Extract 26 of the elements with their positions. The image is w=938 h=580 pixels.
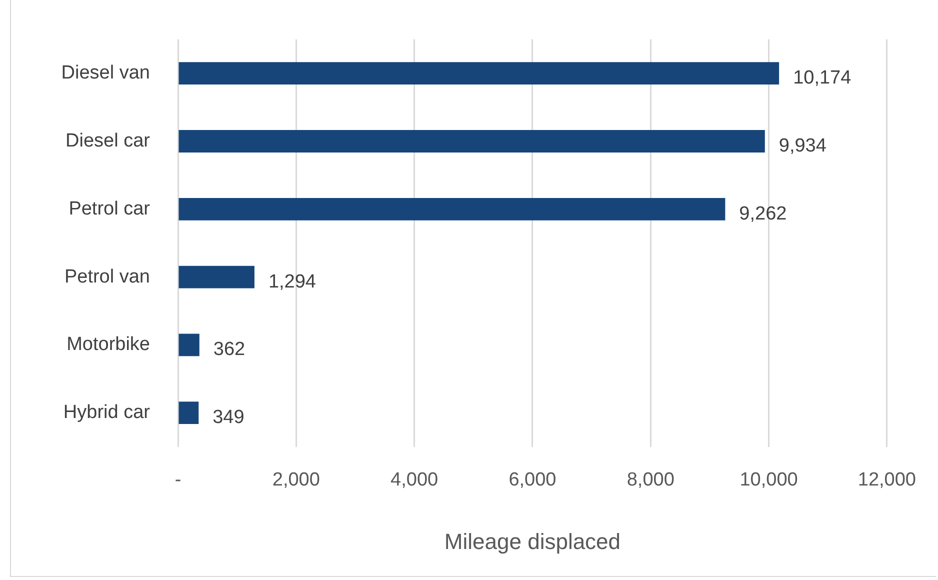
y-tick-label: Diesel van [61, 62, 150, 84]
data-label: 9,262 [739, 203, 787, 224]
bar [178, 130, 765, 152]
bar [178, 402, 199, 424]
data-label: 349 [212, 407, 244, 428]
x-tick-label: 4,000 [390, 469, 438, 490]
x-tick-label: 10,000 [740, 469, 798, 490]
x-tick-label: - [174, 469, 182, 490]
y-tick-label: Diesel car [66, 130, 151, 152]
y-tick-label: Motorbike [66, 334, 150, 356]
data-label: 10,174 [793, 68, 852, 89]
x-tick-label: 2,000 [272, 469, 320, 490]
bar [178, 334, 200, 356]
data-label: 1,294 [268, 271, 316, 292]
y-tick-label: Hybrid car [63, 402, 151, 424]
bar [178, 198, 726, 220]
y-tick-label: Petrol van [64, 266, 150, 288]
x-axis-title: Mileage displaced [444, 528, 621, 554]
bar [178, 266, 254, 288]
data-label: 362 [213, 339, 246, 360]
data-label: 9,934 [778, 135, 827, 156]
x-tick-label: 6,000 [508, 469, 556, 490]
x-tick-label: 12,000 [858, 469, 916, 490]
bar [178, 62, 780, 85]
y-tick-label: Petrol car [68, 198, 151, 220]
x-tick-label: 8,000 [626, 469, 674, 490]
